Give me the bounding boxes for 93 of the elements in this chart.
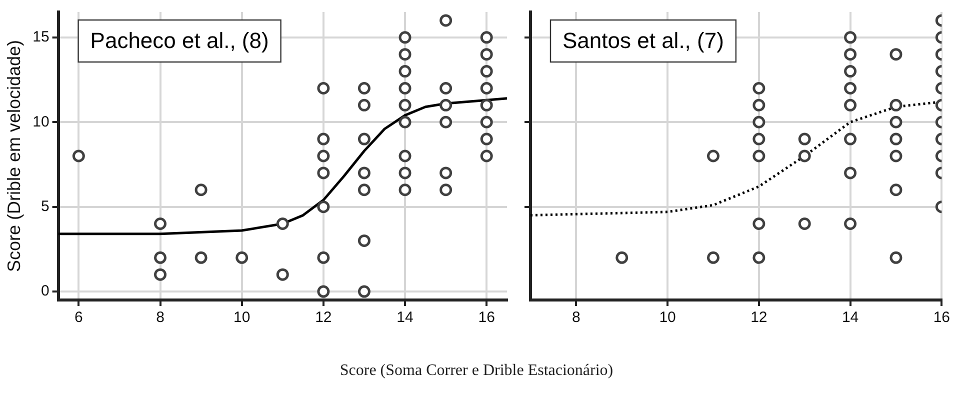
point <box>358 82 370 94</box>
point <box>358 285 370 298</box>
point <box>890 132 902 146</box>
point <box>844 98 857 112</box>
x-tick-label: 14 <box>396 309 414 326</box>
point <box>480 82 493 94</box>
point <box>890 48 902 61</box>
point <box>194 251 208 264</box>
point <box>752 132 766 146</box>
point <box>480 98 493 112</box>
point <box>844 31 857 44</box>
point <box>154 268 167 281</box>
point <box>154 251 167 264</box>
point <box>890 150 902 162</box>
annotation: Pacheco et al., (8) <box>90 28 269 54</box>
x-tick-label: 12 <box>315 309 332 326</box>
point <box>890 184 902 196</box>
y-tick-label: 5 <box>40 198 50 215</box>
point <box>440 116 452 128</box>
point <box>480 116 493 128</box>
point <box>358 132 370 146</box>
point <box>480 31 493 44</box>
point <box>72 150 85 162</box>
point <box>752 116 766 128</box>
point <box>798 218 811 230</box>
point <box>317 251 330 264</box>
point <box>706 251 720 264</box>
point <box>480 65 493 78</box>
point <box>317 82 330 94</box>
point <box>398 116 412 128</box>
point <box>752 251 766 264</box>
point <box>276 218 289 230</box>
point <box>398 65 412 78</box>
point <box>706 150 720 162</box>
y-tick-label: 0 <box>40 282 50 300</box>
point <box>398 150 412 162</box>
x-tick-label: 12 <box>750 309 768 326</box>
point <box>844 132 857 146</box>
point <box>440 184 452 196</box>
x-tick-label: 10 <box>234 309 250 326</box>
annotation: Santos et al., (7) <box>562 28 724 54</box>
x-tick-label: 8 <box>572 309 580 326</box>
point <box>398 82 412 94</box>
point <box>440 14 452 27</box>
point <box>398 166 412 180</box>
x-axis-title: Score (Soma Correr e Drible Estacionário) <box>338 362 614 380</box>
x-tick-label: 16 <box>933 309 950 326</box>
point <box>154 218 167 230</box>
point <box>844 82 857 94</box>
point <box>440 166 452 180</box>
point <box>317 166 330 180</box>
point <box>358 166 370 180</box>
y-tick-label: 15 <box>32 28 50 46</box>
point <box>890 98 902 112</box>
point <box>752 150 766 162</box>
point <box>398 184 412 196</box>
point <box>798 150 811 162</box>
point <box>480 132 493 146</box>
point <box>358 98 370 112</box>
point <box>480 150 493 162</box>
x-tick-label: 10 <box>659 309 676 326</box>
point <box>752 218 766 230</box>
y-tick-label: 10 <box>32 113 50 130</box>
point <box>890 116 902 128</box>
point <box>752 82 766 94</box>
point <box>890 251 902 264</box>
point <box>480 48 493 61</box>
x-tick-label: 8 <box>156 309 164 326</box>
point <box>440 82 452 94</box>
point <box>844 65 857 78</box>
x-tick-label: 14 <box>842 309 859 326</box>
y-axis-title: Score (Drible em velocidade) <box>4 40 24 272</box>
x-tick-label: 16 <box>478 309 495 326</box>
point <box>752 98 766 112</box>
point <box>398 98 412 112</box>
point <box>317 285 330 298</box>
point <box>276 268 289 281</box>
point <box>194 184 208 196</box>
point <box>398 31 412 44</box>
point <box>440 98 452 112</box>
point <box>616 251 628 264</box>
point <box>317 132 330 146</box>
point <box>317 200 330 214</box>
point <box>398 48 412 61</box>
point <box>358 184 370 196</box>
point <box>798 132 811 146</box>
point <box>844 166 857 180</box>
point <box>844 48 857 61</box>
point <box>358 234 370 247</box>
point <box>317 150 330 162</box>
point <box>236 251 248 264</box>
point <box>844 218 857 230</box>
x-tick-label: 6 <box>74 309 83 326</box>
